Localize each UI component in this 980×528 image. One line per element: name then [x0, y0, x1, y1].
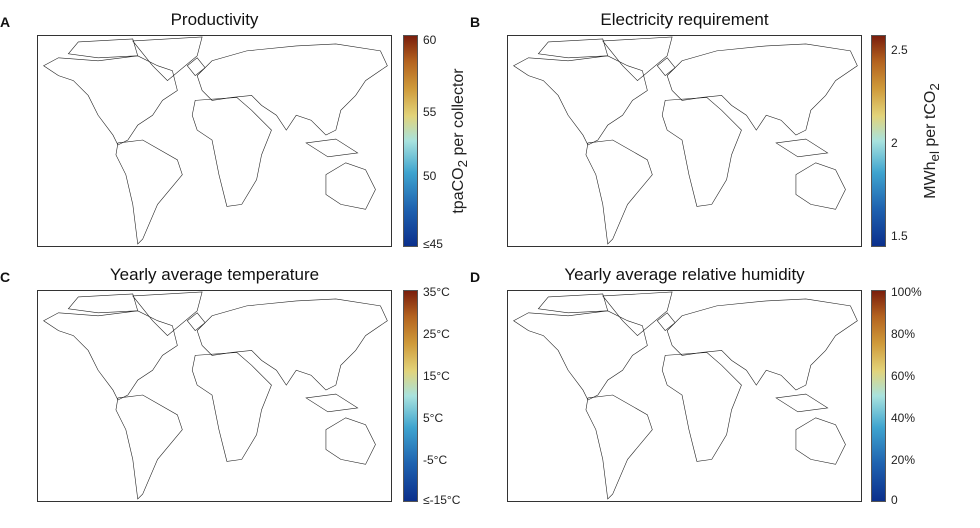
colorbar-tick: 40% [891, 411, 916, 425]
colorbar [871, 290, 886, 502]
world-map [37, 35, 392, 247]
world-map [37, 290, 392, 502]
colorbar-tick: 5°C [423, 411, 444, 425]
colorbar-tick: 55 [423, 105, 437, 119]
colorbar [403, 35, 418, 247]
colorbar-label: tpaCO2 per collector [449, 68, 471, 214]
colorbar-tick: 60% [891, 369, 916, 383]
colorbar-tick: ≤45 [423, 237, 443, 251]
colorbar-tick: 50 [423, 169, 437, 183]
panel-title: Electricity requirement [600, 10, 769, 29]
panel-temperature: C Yearly average temperature 35°C 25°C 1… [0, 265, 480, 519]
colorbar [403, 290, 418, 502]
panel-letter: C [0, 269, 11, 285]
panel-letter: D [470, 269, 481, 285]
world-map [507, 290, 862, 502]
panel-title: Yearly average temperature [109, 265, 320, 284]
colorbar-tick: 2.5 [891, 43, 908, 57]
panel-electricity-requirement: B Electricity requirement 2.5 2 1.5 MWhe… [470, 10, 950, 264]
colorbar-tick: 15°C [423, 369, 450, 383]
panel-title: Yearly average relative humidity [564, 265, 805, 284]
colorbar-tick: 2 [891, 136, 898, 150]
panel-letter: B [470, 14, 481, 30]
world-map [507, 35, 862, 247]
colorbar-tick: 1.5 [891, 229, 908, 243]
colorbar-tick: 100% [891, 285, 922, 299]
panel-relative-humidity: D Yearly average relative humidity 100% … [470, 265, 950, 519]
colorbar-tick: -5°C [423, 453, 448, 467]
colorbar-tick: 60 [423, 33, 437, 47]
colorbar-label: MWhel per tCO2 [921, 83, 943, 199]
panel-letter: A [0, 14, 11, 30]
colorbar-tick: 0 [891, 493, 898, 507]
panel-productivity: A Productivity 60 55 50 ≤45 tpaCO2 per c… [0, 10, 480, 264]
colorbar-tick: 25°C [423, 327, 450, 341]
colorbar-tick: 35°C [423, 285, 450, 299]
panel-title: Productivity [170, 10, 259, 29]
colorbar [871, 35, 886, 247]
colorbar-tick: 80% [891, 327, 916, 341]
colorbar-tick: ≤-15°C [423, 493, 461, 507]
colorbar-tick: 20% [891, 453, 916, 467]
